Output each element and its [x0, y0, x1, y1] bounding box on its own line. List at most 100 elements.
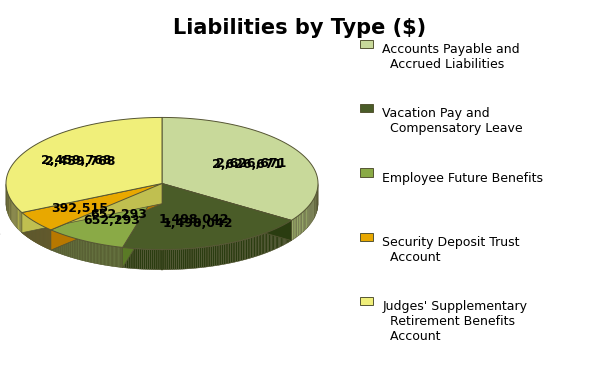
- Polygon shape: [122, 184, 162, 268]
- Polygon shape: [299, 214, 300, 236]
- Polygon shape: [165, 250, 167, 270]
- Polygon shape: [71, 237, 72, 258]
- Polygon shape: [138, 249, 140, 269]
- Polygon shape: [179, 249, 181, 269]
- Polygon shape: [56, 232, 57, 252]
- Polygon shape: [302, 212, 303, 233]
- Polygon shape: [116, 247, 117, 267]
- Polygon shape: [162, 184, 292, 241]
- Polygon shape: [286, 223, 287, 244]
- Polygon shape: [263, 233, 265, 254]
- Polygon shape: [232, 242, 234, 263]
- Text: Security Deposit Trust
  Account: Security Deposit Trust Account: [382, 236, 520, 264]
- Text: 652,293: 652,293: [83, 214, 140, 227]
- Polygon shape: [142, 249, 143, 269]
- Polygon shape: [74, 238, 75, 258]
- Polygon shape: [182, 249, 184, 269]
- Polygon shape: [119, 247, 120, 267]
- Polygon shape: [246, 239, 247, 259]
- Polygon shape: [9, 196, 10, 217]
- Polygon shape: [112, 246, 113, 266]
- Polygon shape: [184, 249, 186, 269]
- Text: Judges' Supplementary
  Retirement Benefits
  Account: Judges' Supplementary Retirement Benefit…: [382, 300, 527, 343]
- Polygon shape: [52, 230, 53, 251]
- Polygon shape: [259, 235, 260, 255]
- Polygon shape: [293, 218, 295, 239]
- Polygon shape: [16, 206, 17, 228]
- Polygon shape: [310, 204, 311, 225]
- Polygon shape: [186, 248, 188, 269]
- Polygon shape: [82, 240, 83, 261]
- Polygon shape: [103, 245, 104, 265]
- Text: 2,459,768: 2,459,768: [41, 154, 111, 167]
- Polygon shape: [59, 233, 60, 254]
- Polygon shape: [203, 247, 205, 268]
- Polygon shape: [194, 248, 196, 268]
- Polygon shape: [53, 231, 54, 251]
- Polygon shape: [315, 195, 316, 217]
- FancyBboxPatch shape: [360, 40, 373, 48]
- Polygon shape: [122, 184, 292, 250]
- Polygon shape: [122, 184, 162, 268]
- Polygon shape: [60, 233, 61, 254]
- Polygon shape: [86, 241, 87, 262]
- Polygon shape: [220, 244, 221, 265]
- Polygon shape: [223, 244, 225, 264]
- Polygon shape: [6, 117, 162, 212]
- Polygon shape: [171, 250, 173, 270]
- Polygon shape: [134, 248, 136, 269]
- Polygon shape: [146, 249, 148, 269]
- Polygon shape: [192, 248, 194, 269]
- Polygon shape: [284, 224, 286, 244]
- Polygon shape: [149, 249, 151, 270]
- Polygon shape: [11, 201, 13, 223]
- Polygon shape: [216, 245, 218, 266]
- Polygon shape: [22, 184, 162, 230]
- Text: Employee Future Benefits: Employee Future Benefits: [382, 172, 543, 185]
- Polygon shape: [80, 240, 82, 260]
- Polygon shape: [266, 232, 268, 253]
- Text: Accounts Payable and
  Accrued Liabilities: Accounts Payable and Accrued Liabilities: [382, 43, 520, 71]
- Polygon shape: [244, 239, 246, 260]
- Polygon shape: [148, 249, 149, 269]
- Polygon shape: [209, 246, 211, 267]
- Polygon shape: [157, 250, 159, 270]
- Polygon shape: [64, 235, 65, 255]
- Polygon shape: [18, 209, 19, 230]
- Polygon shape: [265, 233, 266, 254]
- Polygon shape: [260, 235, 262, 255]
- Polygon shape: [100, 244, 101, 265]
- Polygon shape: [14, 205, 16, 226]
- Polygon shape: [238, 241, 239, 262]
- Polygon shape: [269, 231, 270, 252]
- Polygon shape: [83, 241, 85, 261]
- Polygon shape: [225, 244, 227, 264]
- Polygon shape: [65, 235, 66, 256]
- Polygon shape: [306, 208, 307, 229]
- Polygon shape: [94, 243, 95, 263]
- Polygon shape: [287, 222, 288, 243]
- Polygon shape: [17, 208, 18, 229]
- Polygon shape: [281, 226, 282, 247]
- Polygon shape: [173, 249, 175, 270]
- Polygon shape: [98, 244, 100, 264]
- Polygon shape: [117, 247, 118, 267]
- FancyBboxPatch shape: [360, 104, 373, 112]
- Polygon shape: [77, 239, 78, 259]
- Polygon shape: [22, 184, 162, 233]
- Polygon shape: [67, 236, 68, 257]
- Polygon shape: [280, 226, 281, 247]
- Polygon shape: [136, 248, 138, 269]
- Polygon shape: [247, 238, 249, 259]
- Polygon shape: [307, 206, 308, 228]
- Polygon shape: [272, 230, 273, 251]
- Polygon shape: [151, 250, 153, 270]
- Polygon shape: [176, 249, 179, 269]
- Polygon shape: [175, 249, 176, 269]
- Text: 652,293: 652,293: [91, 208, 148, 221]
- Polygon shape: [110, 246, 111, 266]
- Polygon shape: [62, 234, 63, 255]
- Polygon shape: [76, 239, 77, 259]
- Polygon shape: [88, 241, 89, 262]
- Text: 2,459,768: 2,459,768: [45, 155, 115, 168]
